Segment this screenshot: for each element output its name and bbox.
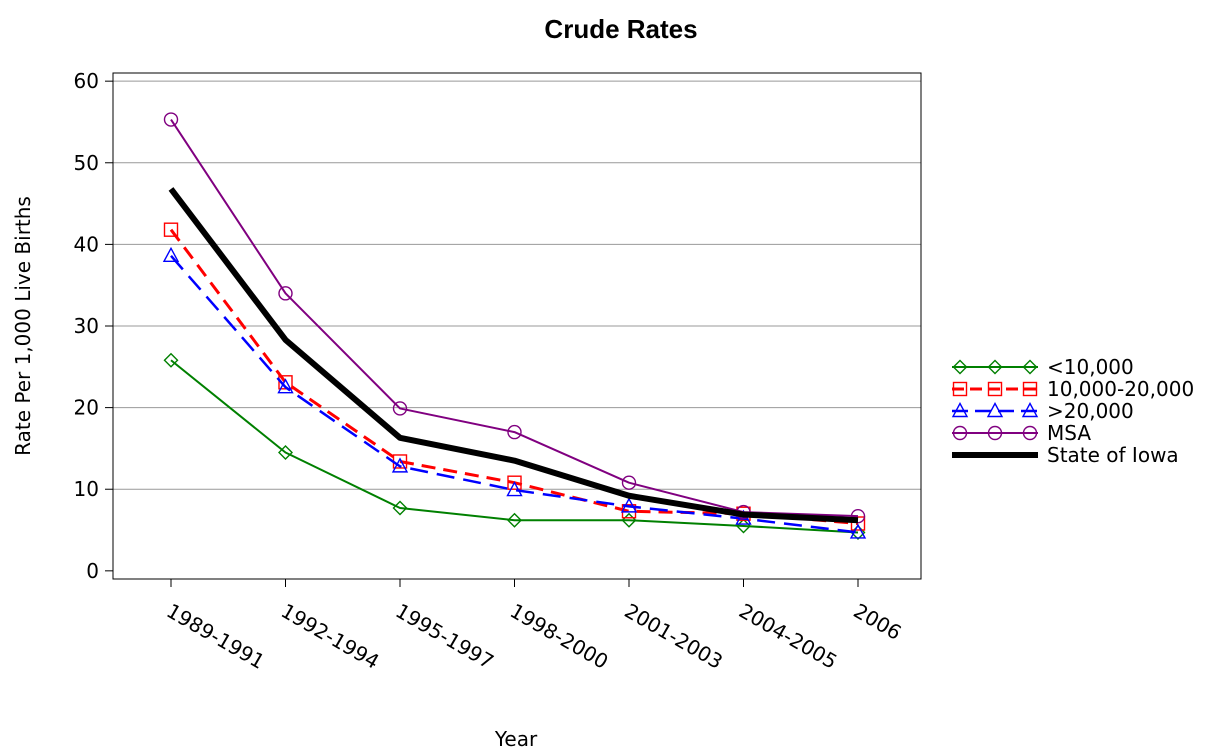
data-point-3-1 — [278, 286, 293, 301]
data-point-0-2 — [392, 500, 408, 516]
y-axis-label: Rate Per 1,000 Live Births — [11, 196, 35, 456]
y-tick-label-50: 50 — [74, 151, 99, 175]
x-tick-label-0: 1989-1991 — [163, 599, 269, 674]
series-line-1 — [169, 228, 859, 525]
x-tick-label-1: 1992-1994 — [277, 599, 383, 674]
data-point-3-2 — [392, 401, 408, 416]
data-point-2-1 — [277, 378, 294, 394]
data-point-1-0 — [163, 222, 179, 237]
legend-label-3: MSA — [1047, 421, 1091, 445]
data-point-0-0 — [163, 352, 179, 368]
series-line-0 — [170, 359, 859, 534]
legend-item-3: MSA — [952, 421, 1091, 445]
legend-marker-3-2 — [1022, 425, 1038, 441]
legend-marker-1-0 — [952, 381, 968, 397]
x-tick-label-2: 1995-1997 — [392, 599, 498, 674]
chart-title: Crude Rates — [544, 14, 697, 44]
series-line-4 — [168, 187, 859, 524]
series-line-2 — [170, 254, 859, 534]
legend-marker-3-1 — [987, 425, 1003, 441]
x-axis-label: Year — [494, 727, 538, 749]
data-point-3-0 — [163, 112, 179, 127]
legend-marker-2-0 — [951, 402, 969, 418]
data-point-2-0 — [162, 246, 180, 263]
legend-label-2: >20,000 — [1047, 399, 1134, 423]
data-point-1-3 — [507, 475, 522, 490]
data-point-0-1 — [278, 445, 293, 460]
series-4-state-of-iowa — [168, 187, 859, 524]
legend-marker-2-2 — [1021, 402, 1039, 418]
y-tick-label-20: 20 — [74, 396, 99, 420]
data-point-2-6 — [849, 523, 867, 539]
legend-label-0: <10,000 — [1047, 355, 1134, 379]
data-point-2-2 — [391, 457, 409, 473]
y-tick-label-30: 30 — [74, 314, 99, 338]
x-tick-label-5: 2004-2005 — [735, 599, 841, 674]
data-point-3-6 — [850, 508, 866, 524]
data-point-1-6 — [850, 516, 866, 531]
legend-marker-1-1 — [987, 381, 1003, 397]
legend-marker-2-1 — [986, 402, 1004, 418]
data-point-2-4 — [620, 497, 638, 513]
data-point-3-4 — [621, 475, 637, 490]
series-line-3 — [170, 118, 859, 518]
series-0-10-000 — [163, 352, 866, 540]
data-point-3-3 — [507, 424, 522, 440]
y-tick-label-0: 0 — [86, 559, 99, 583]
x-tick-label-6: 2006 — [850, 599, 906, 645]
y-tick-label-40: 40 — [74, 232, 99, 256]
legend-label-1: 10,000-20,000 — [1047, 377, 1194, 401]
legend-label-4: State of Iowa — [1047, 443, 1179, 467]
x-tick-label-4: 2001-2003 — [621, 599, 727, 674]
legend-item-1: 10,000-20,000 — [952, 377, 1194, 401]
legend-item-4: State of Iowa — [952, 443, 1179, 467]
y-tick-label-10: 10 — [74, 477, 99, 501]
data-point-0-3 — [507, 512, 522, 528]
series-group — [162, 112, 867, 540]
gridlines — [113, 80, 921, 490]
legend-marker-0-1 — [987, 359, 1003, 375]
series-2-20-000 — [162, 246, 867, 539]
legend-item-2: >20,000 — [951, 399, 1134, 423]
legend-marker-0-0 — [952, 359, 968, 375]
data-point-2-3 — [506, 481, 523, 497]
legend-marker-3-0 — [952, 425, 968, 441]
y-tick-label-60: 60 — [74, 69, 99, 93]
legend-marker-1-2 — [1022, 381, 1038, 397]
legend-item-0: <10,000 — [952, 355, 1134, 379]
x-tick-label-3: 1998-2000 — [506, 599, 612, 674]
data-point-1-1 — [278, 375, 293, 390]
legend-marker-0-2 — [1022, 359, 1038, 375]
